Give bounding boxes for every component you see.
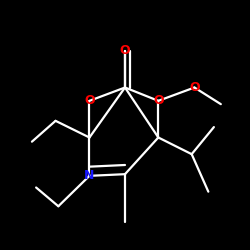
Text: O: O — [189, 81, 200, 94]
Text: O: O — [153, 94, 164, 107]
Text: O: O — [120, 44, 130, 57]
Text: O: O — [84, 94, 95, 107]
Text: N: N — [84, 169, 95, 182]
